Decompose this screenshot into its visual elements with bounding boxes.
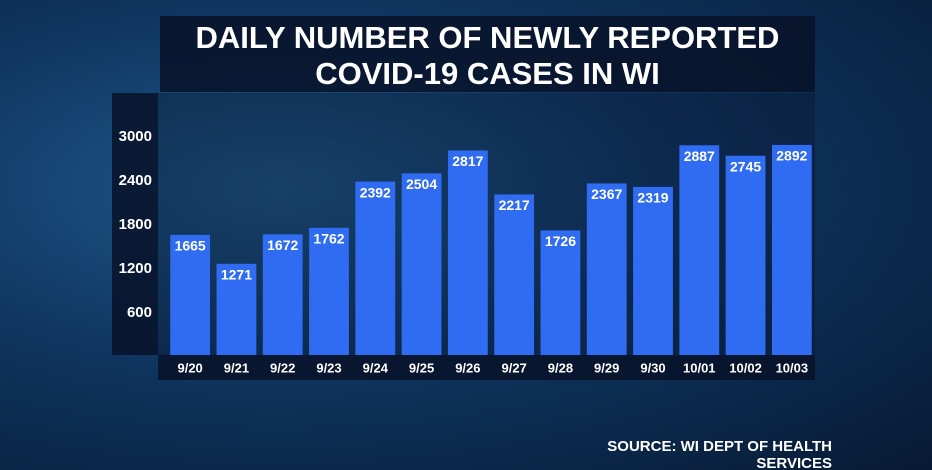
bar bbox=[679, 145, 720, 355]
y-tick-label: 1800 bbox=[119, 216, 152, 233]
bar bbox=[447, 150, 488, 355]
value-label: 1762 bbox=[313, 230, 344, 246]
y-axis-panel bbox=[112, 93, 158, 355]
bar bbox=[540, 230, 581, 355]
x-tick-label: 9/25 bbox=[409, 360, 434, 375]
bar bbox=[771, 144, 812, 355]
value-label: 2392 bbox=[360, 184, 391, 200]
value-label: 2217 bbox=[499, 197, 530, 213]
bar bbox=[216, 263, 257, 355]
x-tick-label: 9/20 bbox=[177, 360, 202, 375]
x-tick-label: 9/30 bbox=[640, 360, 665, 375]
x-tick-label: 9/22 bbox=[270, 360, 295, 375]
value-label: 1271 bbox=[221, 266, 252, 282]
value-label: 2367 bbox=[591, 186, 622, 202]
x-tick-label: 9/28 bbox=[548, 360, 573, 375]
bar bbox=[170, 234, 211, 355]
bar bbox=[401, 173, 442, 355]
y-tick-label: 3000 bbox=[119, 128, 152, 145]
x-tick-label: 9/21 bbox=[224, 360, 249, 375]
value-label: 1726 bbox=[545, 233, 576, 249]
bar bbox=[586, 183, 627, 355]
bar bbox=[309, 227, 349, 355]
x-tick-label: 9/27 bbox=[501, 360, 526, 375]
y-tick-label: 2400 bbox=[119, 172, 152, 189]
value-label: 2504 bbox=[406, 176, 437, 192]
x-tick-label: 9/23 bbox=[316, 360, 341, 375]
x-tick-label: 10/01 bbox=[683, 360, 716, 375]
value-label: 1665 bbox=[175, 238, 206, 254]
value-label: 2319 bbox=[637, 190, 668, 206]
y-tick-label: 600 bbox=[127, 304, 152, 321]
y-tick-label: 1200 bbox=[119, 260, 152, 277]
x-tick-label: 10/03 bbox=[776, 360, 809, 375]
x-tick-label: 9/24 bbox=[363, 360, 389, 375]
bar bbox=[262, 234, 303, 355]
bar bbox=[633, 186, 673, 355]
x-tick-label: 9/29 bbox=[594, 360, 619, 375]
chart-title: DAILY NUMBER OF NEWLY REPORTED COVID-19 … bbox=[160, 16, 815, 92]
bar bbox=[725, 155, 766, 355]
x-tick-label: 10/02 bbox=[729, 360, 762, 375]
value-label: 2745 bbox=[730, 158, 761, 174]
bar bbox=[494, 194, 535, 355]
bar bbox=[355, 181, 396, 355]
value-label: 2892 bbox=[776, 148, 807, 164]
source-note: SOURCE: WI DEPT OF HEALTH SERVICES bbox=[607, 438, 832, 470]
x-tick-label: 9/26 bbox=[455, 360, 480, 375]
value-label: 2817 bbox=[452, 153, 483, 169]
value-label: 2887 bbox=[684, 148, 715, 164]
x-axis-panel bbox=[158, 355, 815, 380]
value-label: 1672 bbox=[267, 237, 298, 253]
